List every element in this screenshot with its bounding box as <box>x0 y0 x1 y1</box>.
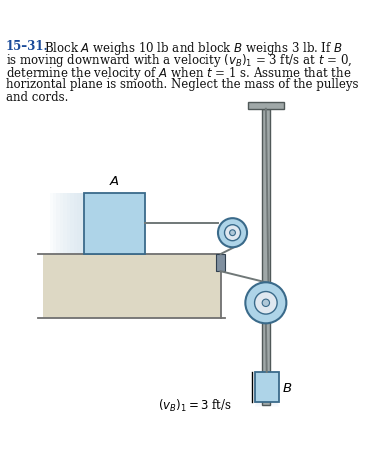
Circle shape <box>225 225 241 241</box>
Text: Block $A$ weighs 10 lb and block $B$ weighs 3 lb. If $B$: Block $A$ weighs 10 lb and block $B$ wei… <box>44 39 344 56</box>
Bar <box>255 401 278 407</box>
Bar <box>57 193 84 255</box>
Text: $(v_B)_1 = 3$ ft/s: $(v_B)_1 = 3$ ft/s <box>158 397 232 413</box>
Circle shape <box>262 300 269 307</box>
Bar <box>216 255 225 272</box>
Circle shape <box>218 219 247 248</box>
Bar <box>74 193 84 255</box>
Bar <box>84 193 145 255</box>
Bar <box>256 400 277 405</box>
Bar <box>256 400 278 406</box>
Text: horizontal plane is smooth. Neglect the mass of the pulleys: horizontal plane is smooth. Neglect the … <box>6 78 358 91</box>
Text: is moving downward with a velocity $(v_B)_1$ = 3 ft/s at $t$ = 0,: is moving downward with a velocity $(v_B… <box>6 52 352 69</box>
Bar <box>50 193 84 255</box>
Bar <box>70 193 84 255</box>
Text: $A$: $A$ <box>109 175 120 188</box>
Bar <box>60 193 84 255</box>
Bar <box>255 372 279 402</box>
Bar <box>53 193 84 255</box>
Bar <box>257 399 277 404</box>
Bar <box>43 255 221 319</box>
Text: and cords.: and cords. <box>6 91 68 104</box>
Bar <box>255 402 279 407</box>
Bar <box>67 193 84 255</box>
Circle shape <box>230 230 236 236</box>
Text: $B$: $B$ <box>282 381 292 394</box>
Bar <box>80 193 84 255</box>
Circle shape <box>255 292 277 314</box>
Circle shape <box>245 283 286 324</box>
Text: determine the velocity of $A$ when $t$ = 1 s. Assume that the: determine the velocity of $A$ when $t$ =… <box>6 65 351 82</box>
Bar <box>248 103 284 110</box>
Bar <box>77 193 84 255</box>
Text: 15–31.: 15–31. <box>6 39 49 52</box>
Bar <box>63 193 84 255</box>
Bar <box>262 110 270 406</box>
